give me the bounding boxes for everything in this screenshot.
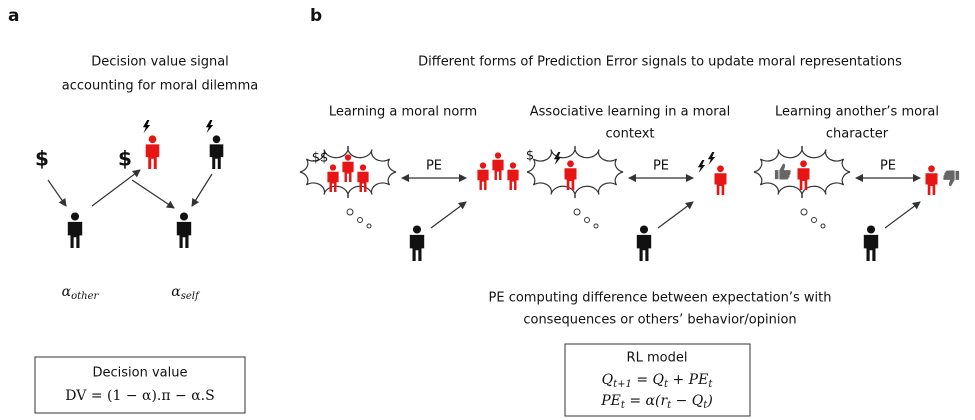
pe-label: PE: [880, 159, 896, 174]
thought-bubble: [367, 224, 371, 228]
panel-label: a: [8, 6, 19, 26]
form-heading: Learning another’s moral: [775, 105, 939, 120]
thought-bubble: [594, 224, 598, 228]
form-heading: character: [826, 127, 889, 142]
formula-part: − Q: [671, 393, 704, 409]
panel-title: accounting for moral dilemma: [62, 79, 258, 94]
page: {"panel_a": {"label": "a", "title": ["De…: [0, 0, 975, 420]
thought-bubble: [358, 218, 363, 223]
form-heading: context: [606, 127, 655, 142]
formula-part: = α(r: [625, 393, 669, 409]
formula: DV = (1 − α).π − α.S: [65, 388, 214, 404]
thought-bubble: [812, 218, 817, 223]
dollar: $: [118, 147, 132, 171]
dollar: $: [35, 147, 49, 171]
formula-subscript: t+1: [613, 379, 632, 390]
formula-part: + PE: [668, 372, 708, 388]
formula-part: = Q: [632, 372, 665, 388]
thought-bubble: [821, 224, 825, 228]
pe-label: PE: [653, 159, 669, 174]
thought-bubble: [585, 218, 590, 223]
box-title: Decision value: [93, 366, 188, 381]
dollar: $: [526, 149, 534, 164]
formula: PEt = α(rt − Qt): [600, 393, 713, 411]
panel-title: Decision value signal: [91, 55, 229, 70]
cloud-text: $$: [312, 151, 329, 166]
figure: a Decision value signal accounting for m…: [0, 0, 975, 420]
box-title: RL model: [627, 351, 688, 366]
caption: PE computing difference between expectat…: [489, 291, 832, 306]
form-heading: Associative learning in a moral: [530, 105, 730, 120]
alpha-subscript: other: [71, 291, 99, 302]
pe-label: PE: [426, 159, 442, 174]
formula-part: Q: [602, 372, 614, 388]
form-heading: Learning a moral norm: [329, 105, 477, 120]
alpha-subscript: self: [181, 291, 201, 302]
panel-label: b: [310, 6, 322, 26]
thought-bubble: [574, 209, 580, 215]
panel-title: Different forms of Prediction Error sign…: [418, 55, 902, 70]
formula-part: ): [706, 393, 712, 409]
formula-part: PE: [600, 393, 621, 409]
caption: consequences or others’ behavior/opinion: [523, 313, 796, 328]
thought-bubble: [801, 209, 807, 215]
thought-bubble: [347, 209, 353, 215]
